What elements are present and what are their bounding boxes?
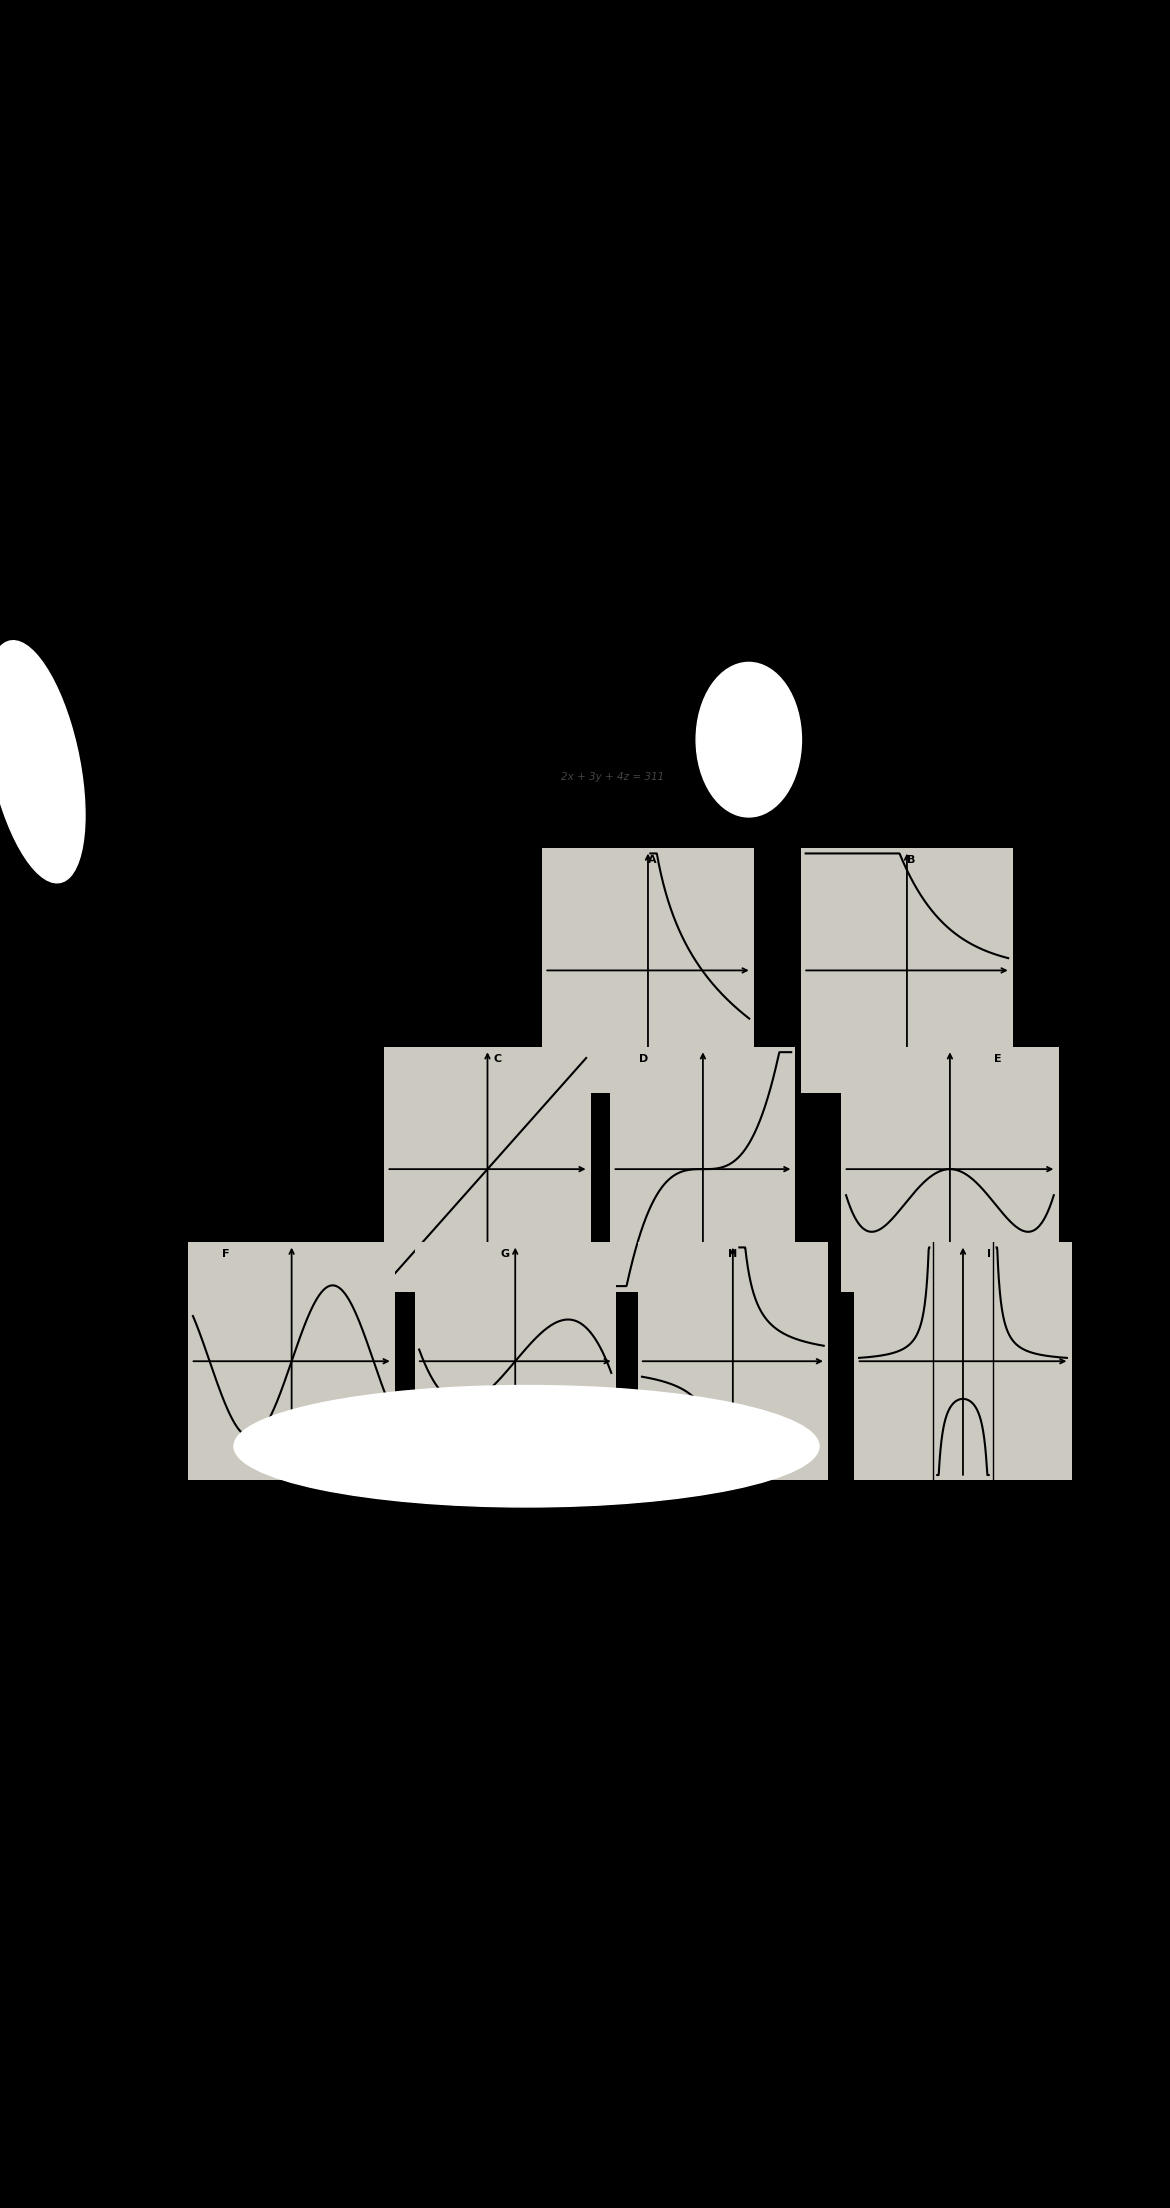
Text: Match each graph with the type of function it represents. Some of the function t: Match each graph with the type of functi… [85,790,655,819]
Text: B: B [907,854,915,866]
Text: ____: ____ [96,930,124,945]
Text: Quadratic: Quadratic [172,890,240,905]
Text: ____: ____ [96,1049,124,1064]
Text: G: G [501,1250,510,1259]
Text: Cubic: Cubic [172,930,211,945]
Text: ____: ____ [96,850,124,866]
Text: F: F [222,1250,229,1259]
Text: Logarithmic: Logarithmic [172,1049,254,1064]
Text: 2x + 3y + 4z = 311: 2x + 3y + 4z = 311 [560,771,665,782]
Text: Linear: Linear [172,850,215,866]
Text: D: D [639,1053,648,1064]
Text: 7: 7 [1093,1402,1102,1415]
Text: E: E [994,1053,1002,1064]
Text: Quartic: Quartic [172,969,223,985]
Text: ____: ____ [96,1089,124,1104]
Text: A: A [648,854,656,866]
Text: Exponential: Exponential [172,1089,254,1104]
Text: Rational: Rational [172,1009,229,1025]
Text: ____: ____ [96,969,124,985]
Text: ____: ____ [96,1009,124,1025]
Text: C: C [494,1053,502,1064]
Text: H: H [728,1250,737,1259]
Text: I: I [987,1250,991,1259]
Text: ____: ____ [96,890,124,905]
